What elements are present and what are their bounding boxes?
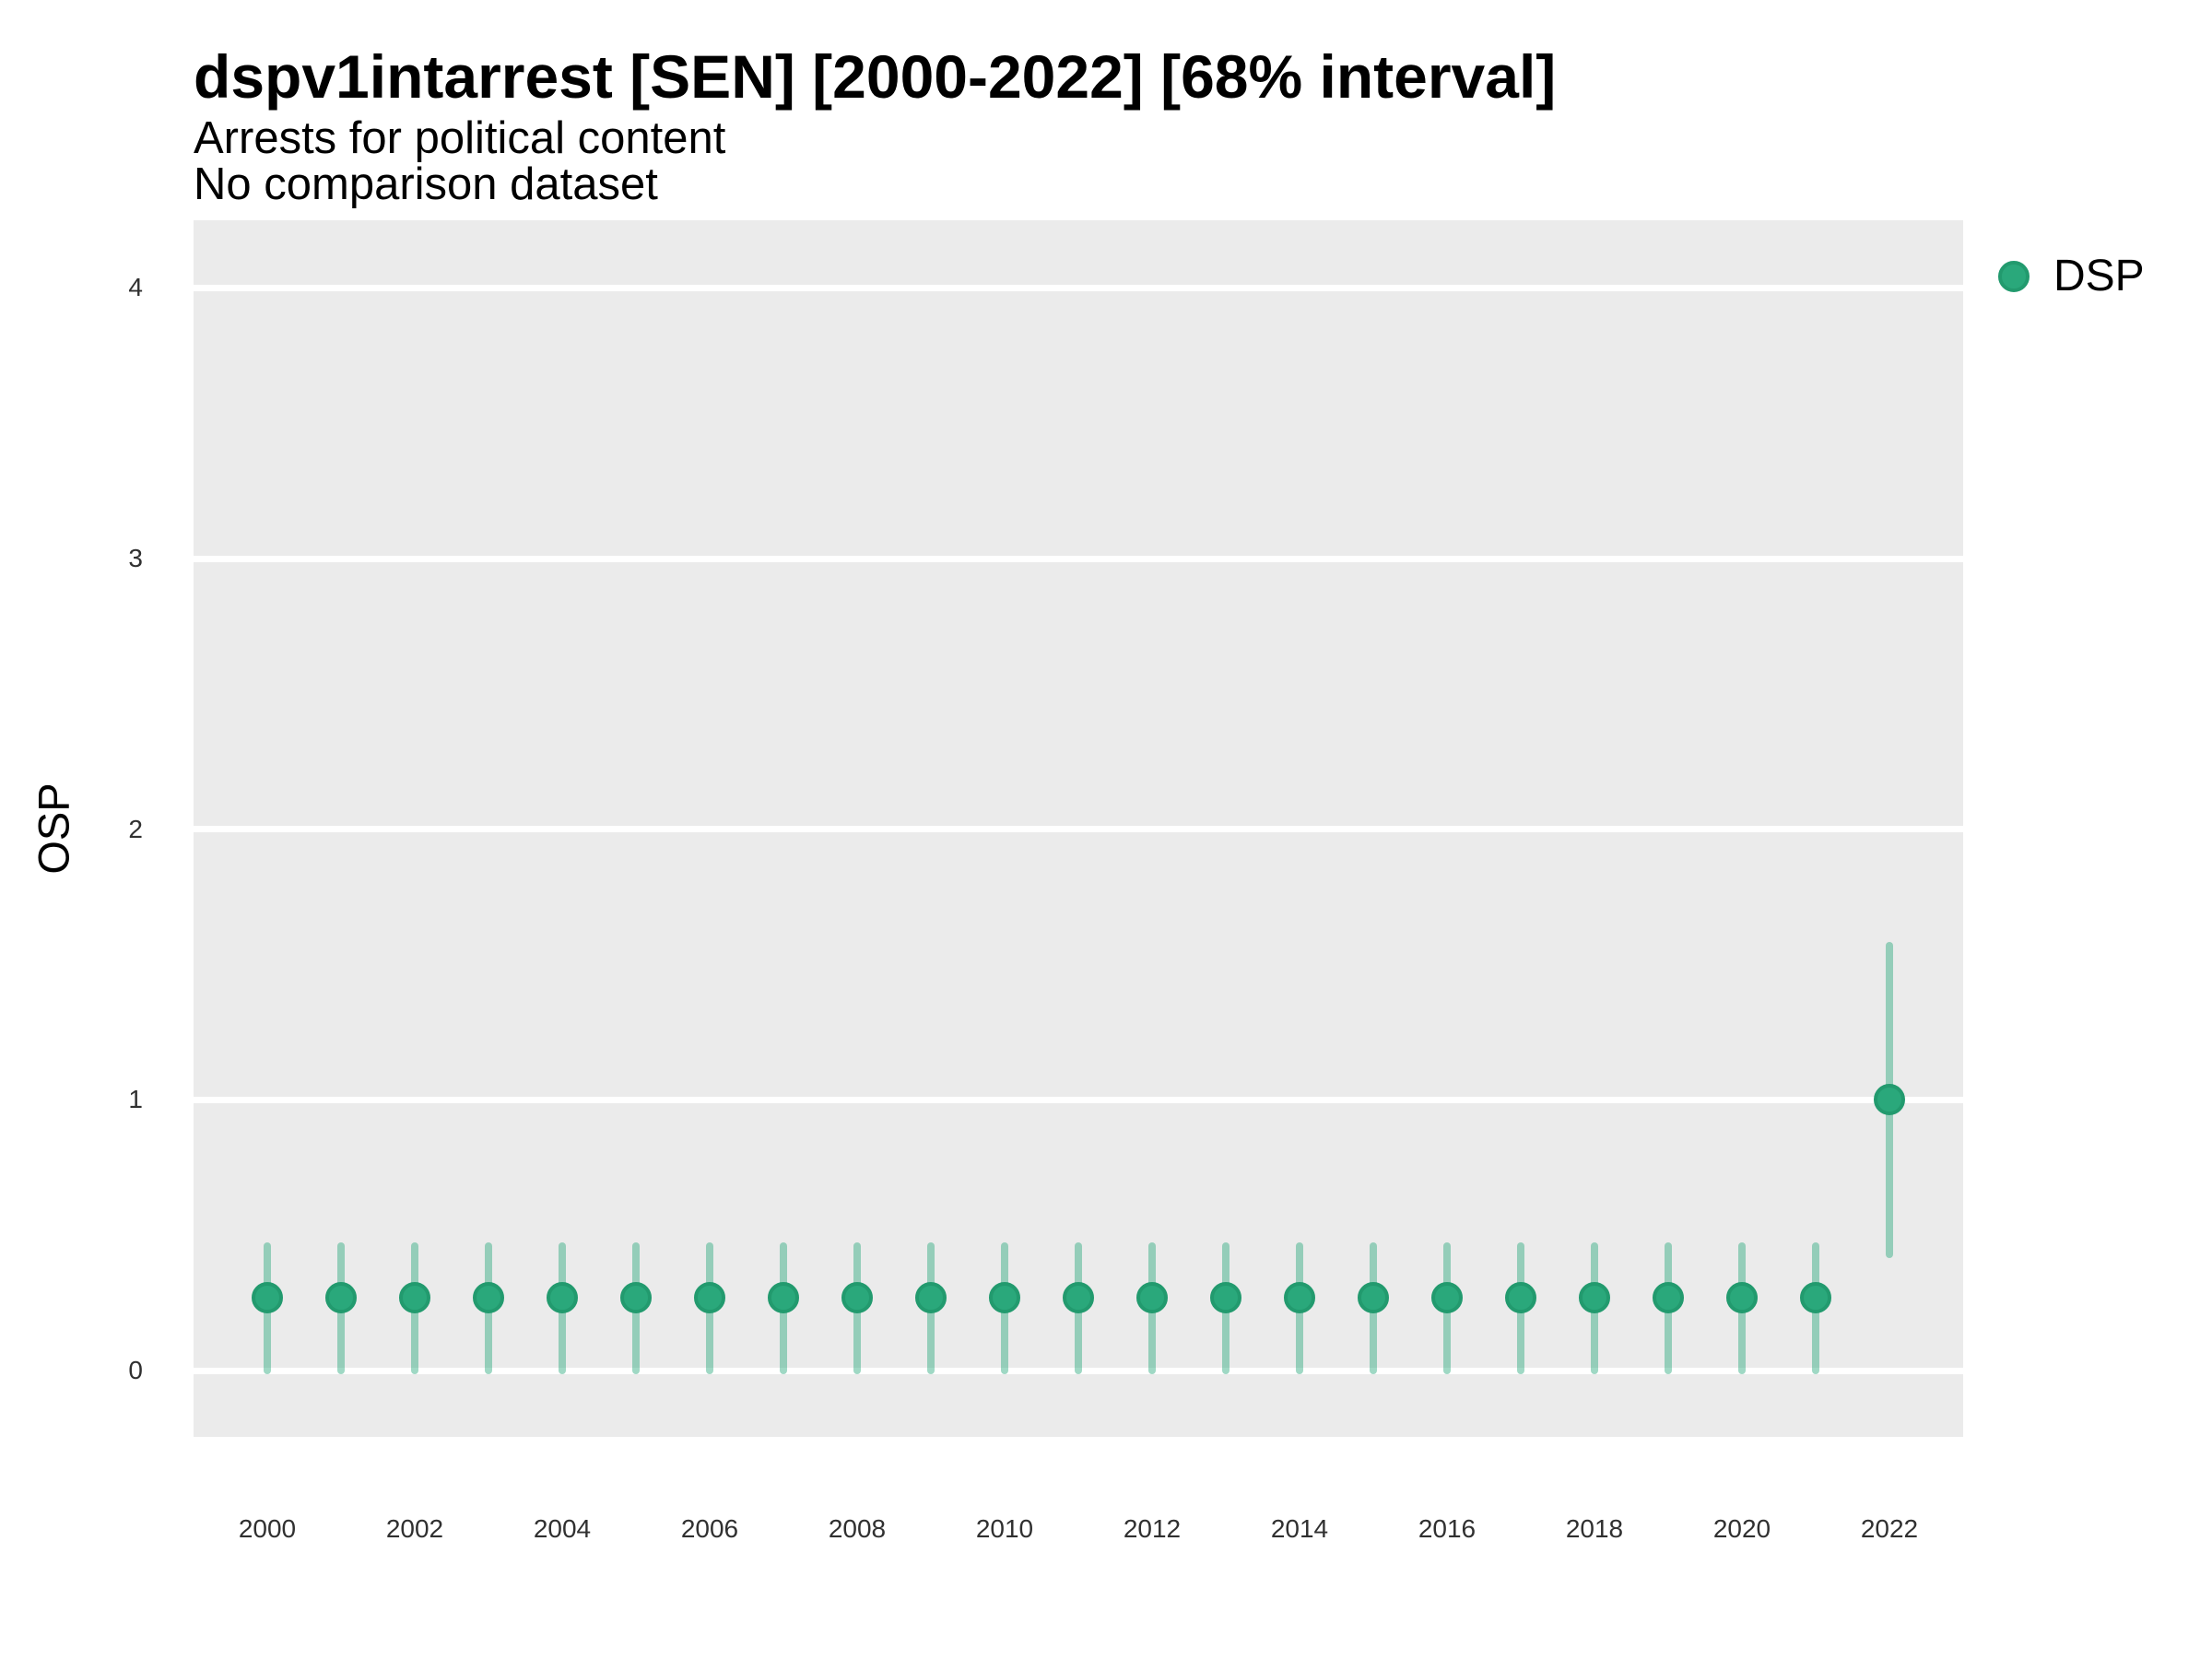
data-point (1284, 1281, 1315, 1313)
x-tick-label: 2016 (1418, 1514, 1477, 1543)
data-point (1726, 1281, 1758, 1313)
data-point (1579, 1281, 1610, 1313)
x-tick-label: 2008 (828, 1514, 887, 1543)
x-tick-label: 2020 (1712, 1514, 1771, 1543)
x-tick-label: 2004 (533, 1514, 592, 1543)
data-point (473, 1281, 504, 1313)
gridline-y-1 (194, 1096, 1963, 1103)
x-tick-label: 2010 (975, 1514, 1034, 1543)
x-tick-label: 2000 (238, 1514, 297, 1543)
x-tick-label: 2012 (1123, 1514, 1182, 1543)
data-point (620, 1281, 652, 1313)
chart-title: dspv1intarrest [SEN] [2000-2022] [68% in… (194, 42, 1557, 111)
y-tick-label: 2 (128, 814, 143, 843)
data-point (694, 1281, 725, 1313)
data-point (1874, 1084, 1905, 1116)
data-point (1800, 1281, 1831, 1313)
legend-label: DSP (2053, 252, 2145, 300)
x-tick-label: 2014 (1270, 1514, 1329, 1543)
data-point (252, 1281, 283, 1313)
data-point (325, 1281, 357, 1313)
x-tick-label: 2018 (1565, 1514, 1624, 1543)
x-tick-label: 2022 (1860, 1514, 1919, 1543)
y-tick-label: 3 (128, 544, 143, 573)
data-point (1653, 1281, 1684, 1313)
data-point (989, 1281, 1020, 1313)
gridline-y-4 (194, 284, 1963, 291)
chart-subtitle-line1: Arrests for political content (194, 113, 726, 163)
data-point (547, 1281, 578, 1313)
gridline-y-2 (194, 826, 1963, 833)
data-point (1136, 1281, 1168, 1313)
legend-marker-circle-icon (1998, 261, 2030, 292)
data-point (1063, 1281, 1094, 1313)
legend: DSP (1998, 254, 2145, 299)
data-point (399, 1281, 430, 1313)
data-point (1358, 1281, 1389, 1313)
data-point (915, 1281, 947, 1313)
y-tick-label: 1 (128, 1085, 143, 1114)
x-tick-label: 2006 (680, 1514, 739, 1543)
gridline-y-3 (194, 555, 1963, 562)
data-point (1431, 1281, 1463, 1313)
data-point (1505, 1281, 1536, 1313)
data-point (841, 1281, 873, 1313)
x-tick-label: 2002 (385, 1514, 444, 1543)
data-point (768, 1281, 799, 1313)
gridline-y-0 (194, 1367, 1963, 1374)
chart-subtitle-line2: No comparison dataset (194, 159, 658, 209)
data-point (1210, 1281, 1241, 1313)
y-tick-label: 4 (128, 273, 143, 302)
y-tick-label: 0 (128, 1356, 143, 1385)
